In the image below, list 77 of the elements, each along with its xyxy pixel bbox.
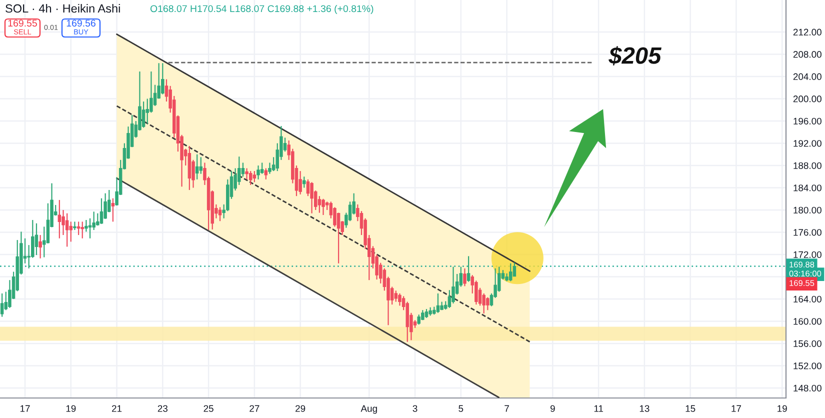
candlestick [34, 222, 38, 256]
x-tick-label: 7 [504, 405, 509, 412]
y-tick-label: 152.00 [794, 362, 822, 370]
y-tick-label: 208.00 [793, 51, 822, 58]
candlestick [142, 100, 146, 128]
y-tick-label: 176.00 [794, 229, 822, 236]
y-tick-label: 148.00 [794, 384, 822, 392]
candlestick [100, 198, 104, 224]
y-tick-label: 172.00 [794, 251, 822, 258]
candlestick [248, 170, 252, 186]
x-tick-label: 9 [550, 405, 555, 412]
y-tick-label: 160.00 [794, 318, 822, 325]
candlestick [466, 256, 470, 282]
chart-title: SOL · 4h · Heikin Ashi [6, 4, 120, 13]
y-tick-label: 184.00 [794, 184, 822, 192]
candlestick [38, 234, 42, 259]
y-tick-label: 164.00 [794, 296, 822, 302]
candlestick [218, 206, 222, 222]
x-tick-label: 27 [250, 405, 260, 412]
candlestick [58, 199, 62, 239]
annotation: 169.55 [8, 20, 37, 27]
x-tick-label: 29 [296, 405, 306, 412]
x-tick-label: 17 [20, 405, 30, 412]
candlestick [509, 262, 512, 282]
x-tick-label: 23 [158, 405, 168, 412]
x-tick-label: 15 [686, 405, 696, 412]
annotation: O168.07 H170.54 L168.07 C169.88 +1.36 (+0.81%) [150, 4, 374, 14]
candlestick [318, 196, 322, 214]
x-tick-label: Aug [360, 405, 377, 414]
candlestick [463, 268, 466, 287]
x-tick-label: 19 [778, 405, 787, 412]
y-tick-label: 212.00 [793, 28, 822, 36]
candlestick [264, 168, 268, 180]
candlestick [302, 176, 306, 188]
candlestick [73, 221, 76, 231]
candlestick [486, 296, 490, 311]
candlestick [195, 154, 199, 180]
y-tick-label: 200.00 [793, 96, 822, 102]
x-tick-label: 13 [640, 405, 650, 412]
candlestick [0, 292, 4, 318]
candlestick [161, 62, 164, 95]
x-tick-label: 5 [458, 405, 464, 412]
x-tick-label: 25 [204, 405, 214, 412]
candlestick [88, 218, 92, 239]
candlestick [394, 290, 398, 302]
ref-line-label: 169.88 [790, 262, 814, 268]
candlestick [256, 164, 260, 180]
candlestick [310, 182, 314, 214]
y-tick-label: 180.00 [794, 206, 822, 214]
candlestick [80, 221, 84, 239]
x-tick-label: 19 [66, 405, 76, 412]
candlestick [69, 221, 73, 242]
x-tick-label: 17 [732, 405, 741, 412]
candlestick [8, 280, 12, 308]
candlestick [512, 262, 516, 277]
candlestick [252, 170, 256, 183]
y-tick-label: 188.00 [794, 162, 822, 169]
annotation: $205 [608, 46, 662, 66]
y-tick-label: 196.00 [794, 118, 822, 124]
candlestick [452, 266, 455, 304]
candlestick [199, 156, 203, 174]
text: 03:16:00 [789, 270, 822, 277]
candlestick [398, 292, 402, 306]
y-tick-label: 192.00 [794, 140, 822, 147]
y-tick-label: 204.00 [793, 73, 822, 80]
x-tick-label: 21 [112, 405, 122, 412]
annotation: 169.56 [66, 20, 96, 27]
candlestick [322, 198, 325, 216]
candlestick [65, 212, 69, 248]
y-tick-label: 156.00 [794, 340, 822, 347]
candlestick [46, 202, 50, 244]
candlestick [111, 198, 115, 222]
text: 169.55 [790, 280, 814, 286]
candlestick [436, 292, 440, 314]
x-tick-label: 11 [594, 405, 604, 412]
x-tick-label: 3 [412, 405, 418, 412]
candlestick [417, 314, 420, 326]
